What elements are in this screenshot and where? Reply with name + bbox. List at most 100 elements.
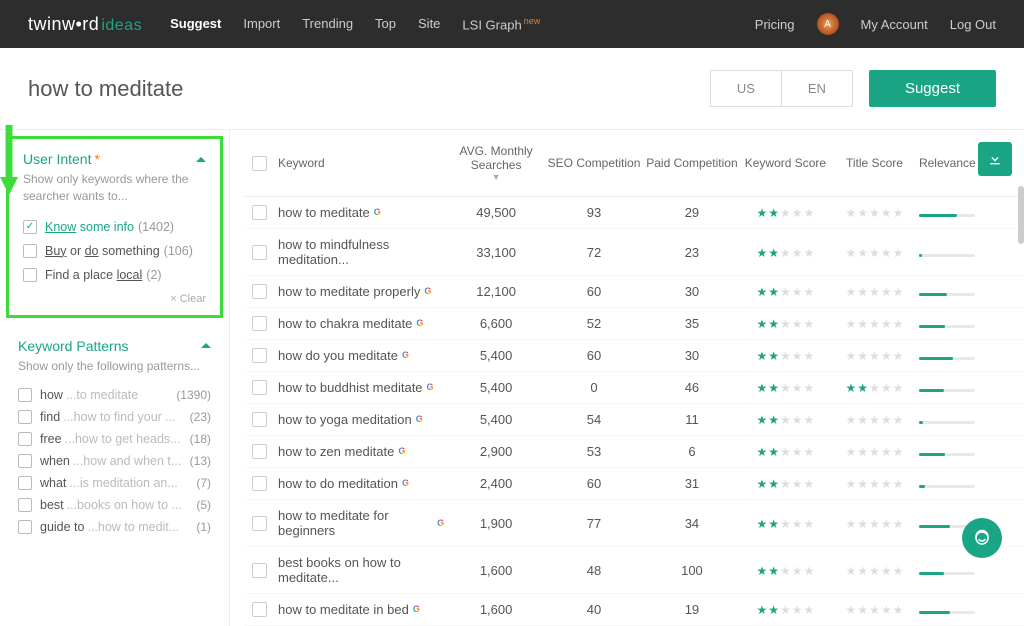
table-row[interactable]: how to mindfulness meditation...33,10072…	[244, 229, 1024, 276]
checkbox[interactable]	[23, 268, 37, 282]
table-row[interactable]: how to do meditation 2,4006031★★★★★★★★★★	[244, 468, 1024, 500]
nav-pricing[interactable]: Pricing	[755, 17, 795, 32]
support-fab[interactable]	[962, 518, 1002, 558]
nav-link[interactable]: Site	[418, 16, 440, 32]
row-checkbox[interactable]	[252, 516, 267, 531]
intent-option[interactable]: Know some info (1402)	[23, 215, 206, 239]
nav-link[interactable]: Suggest	[170, 16, 221, 32]
cell-keyword: how to meditate for beginners	[278, 508, 447, 538]
checkbox[interactable]	[18, 410, 32, 424]
download-button[interactable]	[978, 142, 1012, 176]
row-checkbox[interactable]	[252, 412, 267, 427]
avatar[interactable]: A	[817, 13, 839, 35]
search-query[interactable]: how to meditate	[28, 76, 183, 102]
header-seo[interactable]: SEO Competition	[545, 156, 643, 170]
cell-relevance	[919, 348, 1008, 363]
nav-link[interactable]: Import	[243, 16, 280, 32]
row-checkbox[interactable]	[252, 205, 267, 220]
checkbox[interactable]	[18, 476, 32, 490]
row-checkbox[interactable]	[252, 602, 267, 617]
nav-log-out[interactable]: Log Out	[950, 17, 996, 32]
checkbox[interactable]	[18, 498, 32, 512]
pattern-option[interactable]: when ...how and when t...(13)	[18, 450, 211, 472]
table-row[interactable]: how to chakra meditate 6,6005235★★★★★★★★…	[244, 308, 1024, 340]
table-row[interactable]: how to zen meditate 2,900536★★★★★★★★★★	[244, 436, 1024, 468]
collapse-icon	[196, 157, 206, 162]
cell-keyword: how to buddhist meditate	[278, 380, 447, 395]
row-checkbox[interactable]	[252, 348, 267, 363]
locale-lang-button[interactable]: EN	[781, 70, 853, 107]
checkbox[interactable]	[18, 454, 32, 468]
locale-country-button[interactable]: US	[710, 70, 781, 107]
nav-link[interactable]: LSI Graphnew	[462, 16, 540, 32]
checkbox[interactable]	[23, 220, 37, 234]
cell-kscore: ★★★★★	[741, 245, 830, 260]
pattern-option[interactable]: best ...books on how to ...(5)	[18, 494, 211, 516]
suggest-button[interactable]: Suggest	[869, 70, 996, 107]
filter-patterns-title[interactable]: Keyword Patterns	[18, 338, 211, 354]
nav-my-account[interactable]: My Account	[861, 17, 928, 32]
header-keyword[interactable]: Keyword	[278, 156, 447, 170]
table-row[interactable]: how to meditate in bed 1,6004019★★★★★★★★…	[244, 594, 1024, 626]
cell-relevance	[919, 563, 1008, 578]
row-checkbox[interactable]	[252, 563, 267, 578]
row-checkbox[interactable]	[252, 380, 267, 395]
header-avg[interactable]: AVG. Monthly Searches▼	[447, 144, 545, 182]
pattern-option[interactable]: what ...is meditation an...(7)	[18, 472, 211, 494]
cell-seo: 52	[545, 316, 643, 331]
table-row[interactable]: how to yoga meditation 5,4005411★★★★★★★★…	[244, 404, 1024, 436]
row-checkbox[interactable]	[252, 245, 267, 260]
cell-keyword: how to zen meditate	[278, 444, 447, 459]
results-scrollbar[interactable]	[1018, 138, 1024, 626]
table-row[interactable]: how to meditate properly 12,1006030★★★★★…	[244, 276, 1024, 308]
intent-option[interactable]: Find a place local (2)	[23, 263, 206, 287]
cell-avg: 49,500	[447, 205, 545, 220]
cell-seo: 54	[545, 412, 643, 427]
filter-keyword-patterns: Keyword Patterns Show only the following…	[0, 324, 229, 551]
filter-user-intent-title[interactable]: User Intent*	[23, 151, 206, 167]
cell-avg: 6,600	[447, 316, 545, 331]
cell-seo: 60	[545, 476, 643, 491]
cell-kscore: ★★★★★	[741, 348, 830, 363]
filter-user-intent: User Intent* Show only keywords where th…	[6, 136, 223, 318]
table-row[interactable]: how to meditate for beginners 1,9007734★…	[244, 500, 1024, 547]
table-row[interactable]: best books on how to meditate...1,600481…	[244, 547, 1024, 594]
header-tscore[interactable]: Title Score	[830, 156, 919, 170]
row-checkbox[interactable]	[252, 476, 267, 491]
nav-link[interactable]: Trending	[302, 16, 353, 32]
cell-keyword: how to do meditation	[278, 476, 447, 491]
checkbox[interactable]	[18, 520, 32, 534]
google-icon	[402, 478, 413, 489]
cell-seo: 53	[545, 444, 643, 459]
filter-user-intent-subtitle: Show only keywords where the searcher wa…	[23, 171, 206, 205]
select-all-checkbox[interactable]	[252, 156, 267, 171]
row-checkbox[interactable]	[252, 316, 267, 331]
cell-avg: 5,400	[447, 412, 545, 427]
checkbox[interactable]	[18, 432, 32, 446]
search-bar: how to meditate US EN Suggest	[0, 48, 1024, 130]
pattern-option[interactable]: find ...how to find your ...(23)	[18, 406, 211, 428]
cell-tscore: ★★★★★	[830, 563, 919, 578]
logo[interactable]: twinw•rd ideas	[28, 14, 142, 35]
checkbox[interactable]	[18, 388, 32, 402]
cell-paid: 35	[643, 316, 741, 331]
cell-relevance	[919, 476, 1008, 491]
row-checkbox[interactable]	[252, 284, 267, 299]
pattern-option[interactable]: free ...how to get heads...(18)	[18, 428, 211, 450]
logo-sub: ideas	[101, 17, 142, 35]
cell-paid: 46	[643, 380, 741, 395]
pattern-option[interactable]: guide to ...how to medit...(1)	[18, 516, 211, 538]
pattern-option[interactable]: how ...to meditate(1390)	[18, 384, 211, 406]
filter-clear[interactable]: × Clear	[23, 293, 206, 305]
row-checkbox[interactable]	[252, 444, 267, 459]
intent-option[interactable]: Buy or do something (106)	[23, 239, 206, 263]
header-paid[interactable]: Paid Competition	[643, 156, 741, 170]
checkbox[interactable]	[23, 244, 37, 258]
header-kscore[interactable]: Keyword Score	[741, 156, 830, 170]
table-row[interactable]: how to buddhist meditate 5,400046★★★★★★★…	[244, 372, 1024, 404]
table-header: Keyword AVG. Monthly Searches▼ SEO Compe…	[244, 130, 1024, 197]
table-row[interactable]: how to meditate 49,5009329★★★★★★★★★★	[244, 197, 1024, 229]
table-row[interactable]: how do you meditate 5,4006030★★★★★★★★★★	[244, 340, 1024, 372]
nav-link[interactable]: Top	[375, 16, 396, 32]
cell-paid: 6	[643, 444, 741, 459]
